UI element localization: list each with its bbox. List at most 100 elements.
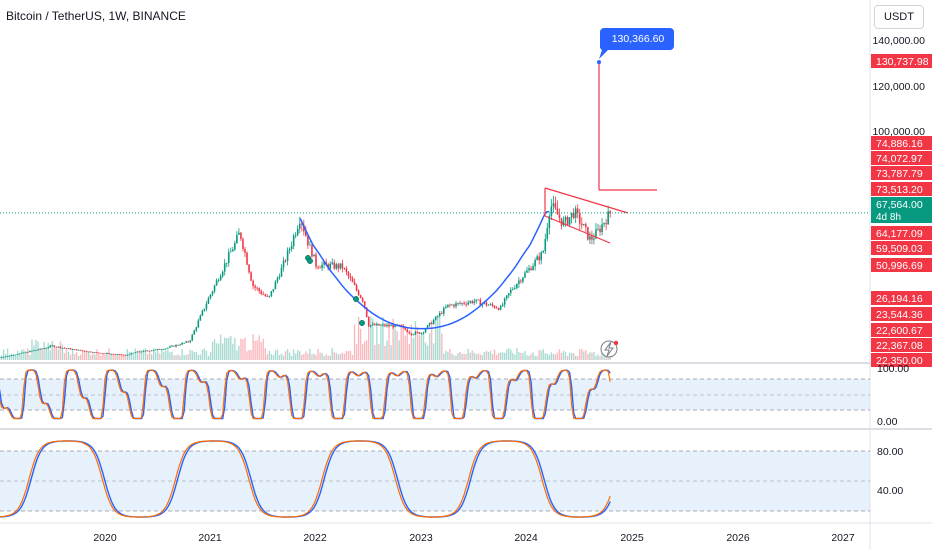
volume-bar — [203, 348, 206, 360]
volume-bar — [13, 354, 15, 360]
volume-bar — [457, 353, 459, 360]
volume-bar — [189, 349, 191, 360]
volume-bar — [17, 350, 19, 360]
volume-bar — [455, 355, 457, 360]
candle-body — [67, 348, 70, 350]
candle-body — [520, 280, 522, 282]
candles — [0, 195, 611, 359]
candle-body — [511, 288, 514, 290]
candle-body — [357, 290, 360, 296]
volume-bar — [388, 322, 390, 360]
flag-upper-line — [544, 187, 629, 214]
volume-bar — [106, 351, 108, 360]
candle-body — [461, 302, 463, 304]
candle-body — [345, 268, 348, 273]
candle-body — [29, 350, 31, 353]
volume-bar — [524, 351, 526, 360]
volume-bar — [238, 345, 240, 360]
candle-body — [41, 348, 43, 350]
candle-body — [136, 351, 139, 353]
candle-body — [574, 208, 577, 218]
volume-bar — [459, 351, 461, 360]
volume-bar — [408, 344, 411, 360]
candle-body — [438, 312, 441, 317]
candle-body — [564, 216, 567, 221]
volume-bar — [43, 342, 45, 360]
currency-button[interactable]: USDT — [874, 5, 924, 29]
volume-bar — [6, 348, 9, 360]
volume-bar — [234, 338, 236, 360]
candle-body — [120, 354, 123, 356]
volume-bar — [260, 342, 262, 360]
volume-bar — [363, 341, 366, 360]
volume-bar — [548, 354, 551, 360]
volume-bar — [449, 348, 451, 360]
candle-body — [156, 349, 159, 350]
candle-body — [282, 260, 285, 268]
price-axis-label: 100,000.00 — [872, 126, 925, 138]
volume-bar — [443, 353, 445, 360]
volume-bar — [591, 352, 593, 360]
volume-bar — [435, 316, 437, 360]
price-tag-label: 22,600.67 — [876, 325, 923, 337]
time-axis-label: 2020 — [93, 532, 117, 544]
volume-bar — [550, 352, 553, 360]
candle-body — [493, 305, 496, 308]
candle-body — [252, 280, 254, 287]
candle-body — [544, 239, 547, 252]
candle-body — [339, 263, 342, 269]
volume-bar — [181, 348, 183, 360]
candle-body — [59, 346, 62, 349]
candle-body — [232, 249, 234, 252]
candle-body — [514, 288, 516, 289]
volume-bar — [282, 355, 285, 360]
volume-bar — [601, 351, 603, 360]
volume-bar — [140, 350, 143, 360]
volume-bar — [439, 317, 441, 360]
candle-body — [39, 348, 41, 350]
candle-body — [443, 308, 445, 314]
candle-body — [94, 352, 96, 354]
candle-body — [191, 334, 194, 341]
volume-bar — [528, 355, 530, 360]
volume-bar — [597, 354, 599, 360]
candle-body — [406, 329, 409, 333]
volume-bar — [398, 340, 400, 360]
candle-body — [21, 352, 23, 354]
osc1-axis-label: 0.00 — [877, 416, 898, 428]
candle-body — [47, 347, 49, 349]
candle-body — [256, 287, 258, 289]
candle-body — [229, 251, 232, 253]
volume-bar — [122, 355, 124, 360]
candle-body — [469, 301, 471, 303]
volume-bar — [230, 336, 232, 360]
candle-body — [185, 341, 187, 343]
candle-body — [10, 355, 13, 357]
volume-bar — [603, 352, 605, 360]
candle-body — [234, 243, 236, 250]
volume-bar — [506, 349, 508, 360]
candle-body — [236, 234, 238, 244]
candle-body — [240, 232, 242, 239]
candle-body — [85, 351, 88, 353]
candle-body — [593, 238, 595, 240]
candle-body — [355, 285, 358, 291]
candle-body — [274, 281, 277, 290]
price-tag-label: 74,072.97 — [876, 153, 923, 165]
volume-bar — [246, 351, 248, 360]
volume-bar — [353, 324, 356, 360]
volume-bar — [406, 331, 408, 360]
volume-bar — [497, 353, 500, 360]
candle-body — [428, 322, 431, 326]
volume-bar — [215, 343, 218, 360]
volume-bar — [327, 355, 329, 360]
candle-body — [79, 349, 82, 351]
volume-bar — [441, 333, 443, 360]
signal-marker — [353, 296, 359, 302]
candle-body — [455, 303, 457, 307]
volume-bar — [432, 343, 435, 360]
volume-bar — [195, 351, 197, 360]
volume-bar — [57, 349, 60, 360]
volume-bar — [213, 339, 216, 360]
